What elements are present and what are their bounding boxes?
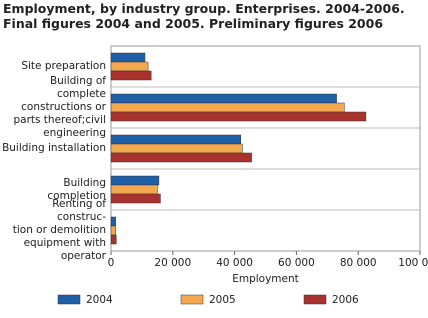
y-tick-label: Site preparation [21,60,106,72]
chart-title: Employment, by industry group. Enterpris… [3,1,405,31]
bar [110,152,252,163]
bar [110,70,152,81]
x-tick-label: 20 000 [154,257,191,269]
bar [110,52,146,63]
x-tick-label: 60 000 [278,257,315,269]
x-axis-label: Employment [232,273,299,285]
legend-swatch [57,294,81,305]
bar [110,102,345,113]
bar [110,61,149,72]
x-tick-label: 80 000 [340,257,377,269]
x-tick-label: 100 000 [398,257,428,269]
y-tick-label: Building of complete constructions or pa… [13,75,106,139]
bar [110,234,117,245]
y-tick-label: Renting of construc- tion or demolition … [12,198,106,262]
bar [110,175,160,186]
bar [110,134,242,145]
legend-label: 2005 [209,294,236,306]
legend-swatch [303,294,327,305]
legend-label: 2006 [332,294,359,306]
bar [110,111,367,122]
bar [110,193,161,204]
bar [110,143,243,154]
bar [110,216,116,227]
x-tick-label: 0 [108,257,115,269]
bar [110,93,337,104]
bar [110,184,158,195]
y-tick-label: Building completion [47,176,106,202]
y-tick-label: Building installation [2,142,106,154]
x-tick-label: 40 000 [216,257,253,269]
bar [110,225,116,236]
legend-swatch [180,294,204,305]
legend-label: 2004 [86,294,113,306]
